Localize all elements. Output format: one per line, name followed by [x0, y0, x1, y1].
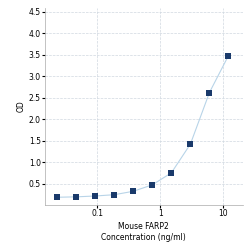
- Point: [93, 194, 97, 198]
- Point: [226, 54, 230, 58]
- Point: [55, 195, 59, 199]
- Point: [131, 189, 135, 193]
- X-axis label: Mouse FARP2
Concentration (ng/ml): Mouse FARP2 Concentration (ng/ml): [102, 222, 186, 242]
- Point: [208, 90, 212, 94]
- Point: [188, 142, 192, 146]
- Point: [112, 193, 116, 197]
- Y-axis label: OD: OD: [17, 100, 26, 112]
- Point: [74, 195, 78, 199]
- Point: [150, 183, 154, 187]
- Point: [170, 171, 173, 175]
